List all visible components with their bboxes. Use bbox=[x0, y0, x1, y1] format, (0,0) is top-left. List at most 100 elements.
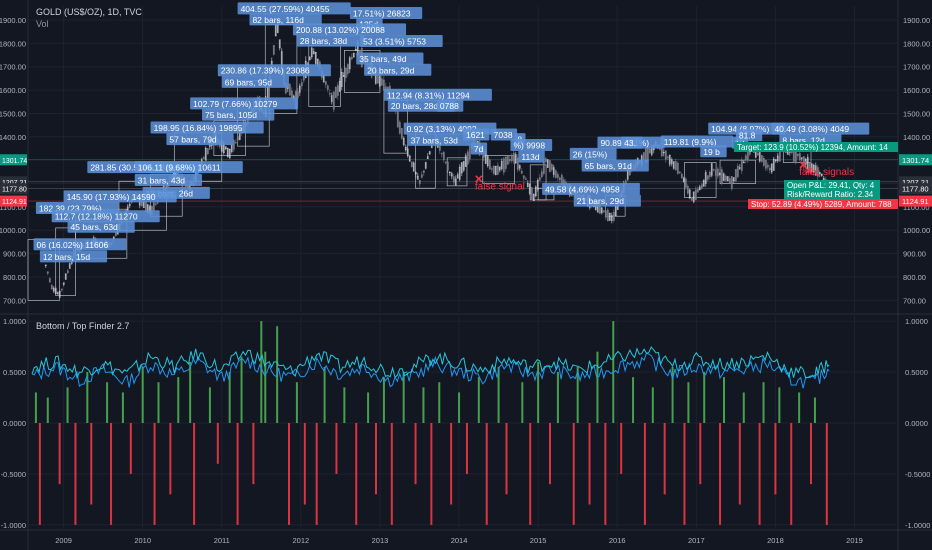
right-price-tag: 1207.21 bbox=[902, 178, 929, 187]
candle-body bbox=[296, 91, 299, 98]
measure-label-bg bbox=[660, 135, 734, 148]
oscillator-green-bar bbox=[778, 387, 781, 423]
oscillator-green-bar bbox=[798, 392, 801, 423]
candle-body bbox=[442, 152, 445, 160]
candle-body bbox=[290, 90, 293, 98]
candle-body bbox=[526, 183, 529, 187]
candle-body bbox=[672, 161, 675, 169]
candle-body bbox=[308, 57, 311, 60]
measure-label: 69 bars, 95d bbox=[225, 77, 273, 87]
measure-label: 0788 bbox=[440, 101, 459, 111]
oscillator-red-bar bbox=[303, 423, 306, 505]
candle-body bbox=[458, 167, 461, 180]
osc-left-tick-label: -1.0000 bbox=[1, 521, 26, 530]
osc-left-tick-label: -0.5000 bbox=[1, 470, 26, 479]
main-left-tick-label: 900.00 bbox=[3, 250, 26, 259]
oscillator-red-bar bbox=[663, 423, 666, 495]
candle-body bbox=[814, 165, 817, 176]
main-right-tick-label: 1100.00 bbox=[903, 203, 930, 212]
candle-body bbox=[340, 71, 343, 87]
measure-label: 37 bars, 53d bbox=[411, 135, 459, 145]
oscillator-red-bar bbox=[129, 423, 132, 474]
oscillator-red-bar bbox=[430, 423, 433, 525]
candles bbox=[42, 19, 831, 298]
main-right-tick-label: 1600.00 bbox=[903, 86, 930, 95]
oscillator-red-bar bbox=[252, 423, 255, 485]
pattern-box bbox=[482, 155, 515, 184]
candle-body bbox=[498, 166, 501, 171]
candle-body bbox=[704, 172, 707, 184]
measure-label-bg bbox=[581, 159, 649, 172]
x-tick-label: 2010 bbox=[134, 536, 151, 545]
signal-marker bbox=[799, 161, 807, 169]
candle-body bbox=[406, 148, 409, 156]
candle-body bbox=[542, 161, 545, 174]
trade-label: Stop: 52.89 (4.49%) 5289, Amount: 788 bbox=[751, 200, 892, 209]
candle-body bbox=[522, 175, 525, 179]
oscillator-red-bar bbox=[390, 423, 393, 525]
oscillator-green-bar bbox=[521, 382, 524, 423]
measure-label-bg bbox=[67, 220, 135, 233]
measure-label: 81.8 bbox=[739, 131, 756, 141]
oscillator-red-bar bbox=[315, 423, 318, 525]
pattern-box bbox=[446, 157, 468, 187]
oscillator-red-bar bbox=[604, 423, 607, 525]
candle-body bbox=[330, 95, 333, 102]
candle-body bbox=[396, 111, 399, 128]
candle-body bbox=[604, 210, 607, 218]
candle-body bbox=[328, 93, 331, 95]
measure-label: 8 bars, 12d bbox=[782, 135, 825, 145]
candle-body bbox=[56, 292, 59, 295]
candle-body bbox=[546, 159, 549, 168]
candle-body bbox=[720, 169, 723, 184]
candle-body bbox=[60, 288, 63, 291]
oscillator-green-bar bbox=[742, 392, 745, 423]
candle-body bbox=[612, 211, 615, 221]
oscillator-red-bar bbox=[236, 423, 239, 525]
candle-body bbox=[62, 282, 65, 285]
candle-body bbox=[48, 278, 51, 283]
candle-body bbox=[272, 45, 275, 55]
measure-label: 182.39 (23.79%) bbox=[39, 204, 102, 214]
candle-body bbox=[688, 189, 691, 199]
oscillator-green-bar bbox=[438, 382, 441, 423]
trade-label: Open P&L: 29.41, Qty: 4 bbox=[787, 181, 875, 190]
oscillator-red-bar bbox=[450, 423, 453, 505]
oscillator-red-bar bbox=[193, 423, 196, 525]
oscillator-green-bar bbox=[422, 387, 425, 423]
candle-body bbox=[716, 168, 719, 177]
oscillator-green-bar bbox=[382, 377, 385, 423]
candle-body bbox=[450, 173, 453, 177]
candle-body bbox=[698, 186, 701, 190]
measure-label: 145.90 (17.93%) 14590 bbox=[67, 192, 156, 202]
x-tick-label: 2013 bbox=[372, 536, 389, 545]
candle-body bbox=[466, 151, 469, 165]
x-tick-label: 2014 bbox=[451, 536, 468, 545]
candle-body bbox=[770, 163, 773, 173]
measure-label-bg bbox=[510, 138, 553, 151]
oscillator-green-bar bbox=[367, 392, 370, 423]
measure-label: 112.94 (8.31%) 11294 bbox=[387, 90, 470, 100]
oscillator-green-bar bbox=[34, 392, 37, 423]
candle-body bbox=[414, 171, 417, 175]
measure-label: 19 b bbox=[703, 147, 720, 157]
candle-body bbox=[346, 64, 349, 74]
candle-body bbox=[66, 270, 69, 273]
measure-label-bg bbox=[407, 133, 475, 146]
oscillator-green-bar bbox=[177, 377, 180, 423]
candle-body bbox=[728, 178, 731, 184]
left-price-tag-bg bbox=[0, 195, 27, 207]
candle-body bbox=[600, 207, 603, 213]
candle-body bbox=[764, 159, 767, 169]
measure-label-bg bbox=[364, 63, 432, 76]
measure-label: 26 (15%) bbox=[573, 149, 608, 159]
oscillator-red-bar bbox=[465, 423, 468, 474]
measure-label-bg bbox=[542, 182, 640, 195]
candle-body bbox=[202, 157, 205, 159]
oscillator-green-bar bbox=[723, 377, 725, 423]
candle-body bbox=[608, 212, 611, 221]
measure-label: 43. bbox=[624, 138, 636, 148]
candle-body bbox=[558, 177, 561, 181]
candle-body bbox=[490, 168, 493, 170]
